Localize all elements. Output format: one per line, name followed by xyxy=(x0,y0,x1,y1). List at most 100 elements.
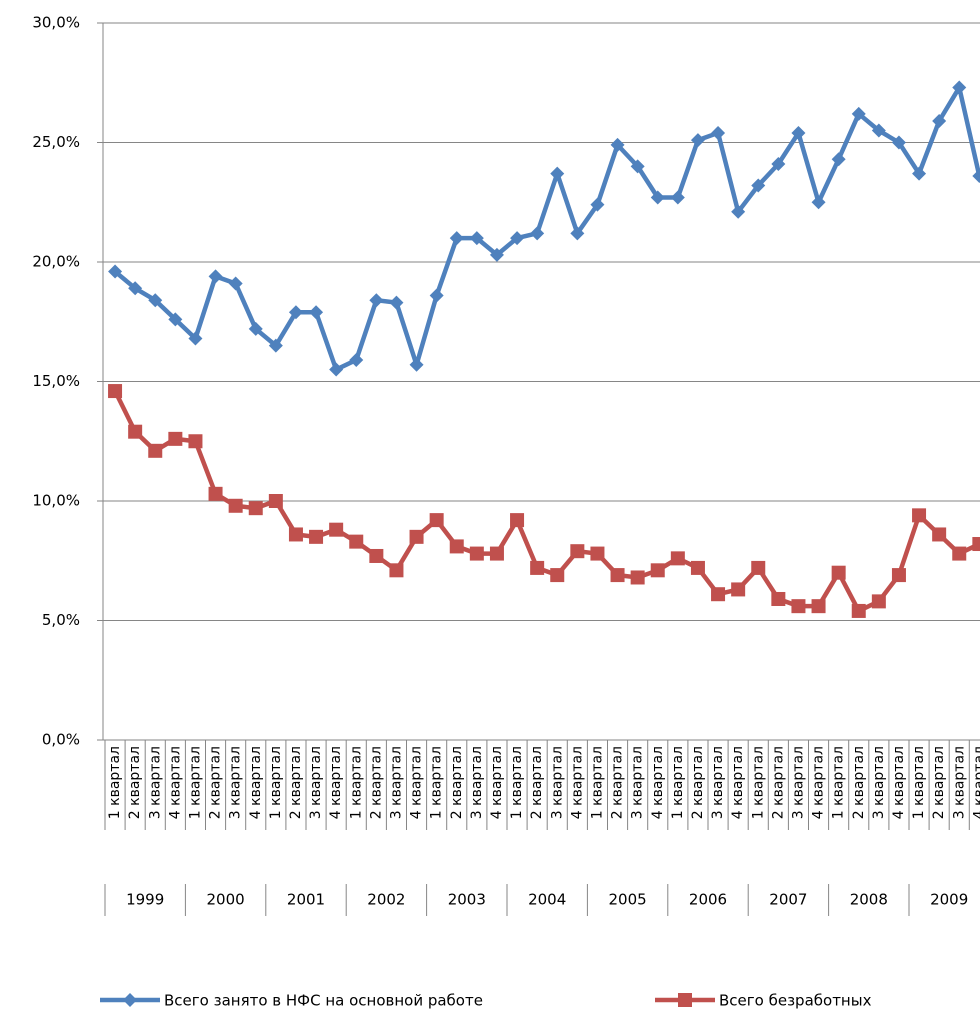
marker xyxy=(208,486,223,501)
marker xyxy=(550,568,565,583)
x-tick-label: 4 квартал xyxy=(730,746,746,819)
year-label: 2002 xyxy=(367,891,405,909)
x-tick-label: 2 квартал xyxy=(368,746,384,819)
marker xyxy=(429,288,444,303)
y-tick-label: 30,0% xyxy=(32,14,80,32)
marker xyxy=(349,352,364,367)
x-tick-label: 1 квартал xyxy=(107,746,123,819)
legend-label: Всего безработных xyxy=(719,992,872,1010)
marker xyxy=(831,152,846,167)
marker xyxy=(108,384,123,399)
y-tick-label: 10,0% xyxy=(32,492,80,510)
series-line xyxy=(113,85,980,372)
marker xyxy=(932,113,947,128)
marker xyxy=(208,269,223,284)
marker xyxy=(409,357,424,372)
x-tick-label: 1 квартал xyxy=(831,746,847,819)
x-tick-label: 1 квартал xyxy=(670,746,686,819)
marker xyxy=(731,204,746,219)
marker xyxy=(469,546,484,561)
x-tick-label: 4 квартал xyxy=(489,746,505,819)
x-tick-label: 3 квартал xyxy=(710,746,726,819)
marker xyxy=(188,331,203,346)
x-tick-label: 2 квартал xyxy=(690,746,706,819)
legend-marker xyxy=(678,993,692,1007)
x-tick-label: 3 квартал xyxy=(790,746,806,819)
marker xyxy=(731,582,746,597)
marker xyxy=(349,534,364,549)
x-tick-label: 2 квартал xyxy=(449,746,465,819)
marker xyxy=(791,599,806,614)
marker xyxy=(389,295,404,310)
marker xyxy=(610,137,625,152)
marker xyxy=(771,591,786,606)
year-label: 2003 xyxy=(448,891,486,909)
marker xyxy=(489,546,504,561)
x-tick-label: 1 квартал xyxy=(429,746,445,819)
x-tick-label: 3 квартал xyxy=(951,746,967,819)
marker xyxy=(369,548,384,563)
marker xyxy=(168,312,183,327)
x-tick-label: 1 квартал xyxy=(750,746,766,819)
marker xyxy=(670,551,685,566)
legend-marker xyxy=(123,993,137,1007)
marker xyxy=(972,168,980,183)
marker xyxy=(650,190,665,205)
marker xyxy=(952,546,967,561)
year-label: 2004 xyxy=(528,891,566,909)
marker xyxy=(168,431,183,446)
marker xyxy=(610,568,625,583)
x-tick-label: 4 квартал xyxy=(891,746,907,819)
marker xyxy=(932,527,947,542)
year-label: 2007 xyxy=(769,891,807,909)
marker xyxy=(108,264,123,279)
series xyxy=(108,384,980,618)
marker xyxy=(891,135,906,150)
x-tick-label: 2 квартал xyxy=(770,746,786,819)
marker xyxy=(469,231,484,246)
x-tick-label: 4 квартал xyxy=(167,746,183,819)
marker xyxy=(550,166,565,181)
x-tick-label: 2 квартал xyxy=(851,746,867,819)
marker xyxy=(630,159,645,174)
marker xyxy=(309,305,324,320)
x-tick-label: 3 квартал xyxy=(549,746,565,819)
y-tick-label: 0,0% xyxy=(42,731,80,749)
marker xyxy=(590,546,605,561)
marker xyxy=(711,125,726,140)
marker xyxy=(449,231,464,246)
x-tick-label: 1 квартал xyxy=(509,746,525,819)
marker xyxy=(409,529,424,544)
x-tick-label: 4 квартал xyxy=(971,746,980,819)
y-tick-label: 15,0% xyxy=(32,372,80,390)
y-tick-label: 5,0% xyxy=(42,611,80,629)
marker xyxy=(369,293,384,308)
marker xyxy=(128,424,143,439)
marker xyxy=(630,570,645,585)
x-tick-label: 4 квартал xyxy=(409,746,425,819)
x-tick-label: 3 квартал xyxy=(388,746,404,819)
marker xyxy=(329,362,344,377)
marker xyxy=(711,587,726,602)
marker xyxy=(248,501,263,516)
marker xyxy=(751,178,766,193)
marker xyxy=(791,125,806,140)
marker xyxy=(670,190,685,205)
marker xyxy=(590,197,605,212)
marker xyxy=(489,247,504,262)
x-tick-label: 1 квартал xyxy=(268,746,284,819)
marker xyxy=(389,563,404,578)
marker xyxy=(650,563,665,578)
marker xyxy=(510,513,525,528)
marker xyxy=(449,539,464,554)
year-label: 2001 xyxy=(287,891,325,909)
marker xyxy=(690,560,705,575)
marker xyxy=(912,508,927,523)
x-tick-label: 3 квартал xyxy=(308,746,324,819)
x-tick-label: 3 квартал xyxy=(228,746,244,819)
marker xyxy=(148,443,163,458)
y-tick-label: 25,0% xyxy=(32,133,80,151)
year-label: 2006 xyxy=(689,891,727,909)
marker xyxy=(891,568,906,583)
